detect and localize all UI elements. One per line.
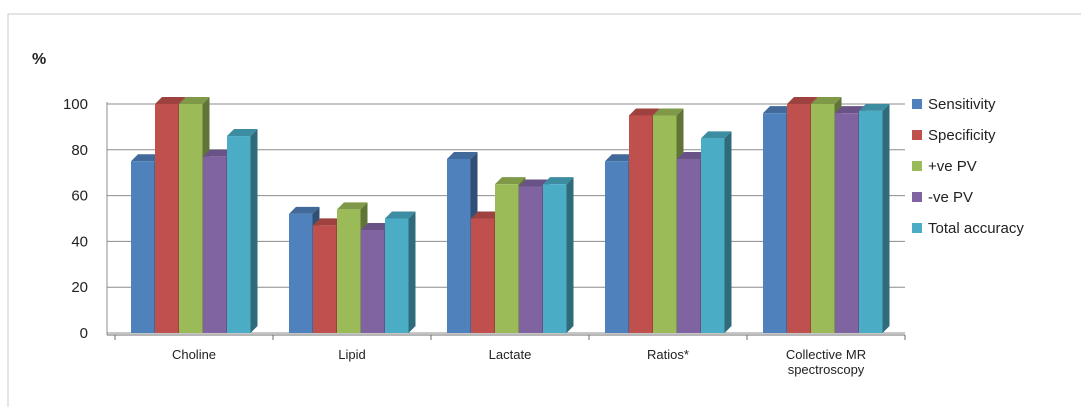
bar-top (447, 151, 478, 159)
y-tick-labels: 0 20 40 60 80 100 (63, 96, 88, 342)
bar-front (471, 218, 495, 333)
bar-front (179, 104, 203, 333)
category-label: spectroscopy (788, 362, 865, 377)
bar-top (629, 108, 660, 116)
category-label: Choline (172, 347, 216, 362)
bar-top (605, 154, 636, 162)
legend-item: -ve PV (912, 189, 973, 206)
bar-front (203, 156, 227, 333)
bar-front (811, 104, 835, 333)
bar-side (882, 103, 890, 334)
legend-swatch (912, 161, 922, 171)
bar-top (203, 149, 234, 157)
bar-front (447, 158, 471, 333)
bar-side (250, 129, 258, 333)
legend-item: +ve PV (912, 158, 977, 175)
bar-top (701, 131, 732, 139)
category-label: Lactate (489, 347, 532, 362)
bar (701, 131, 732, 333)
bar-front (385, 218, 409, 333)
bar-side (724, 131, 732, 333)
category-label: Collective MR (786, 347, 866, 362)
bar-front (337, 209, 361, 333)
bar-front (543, 184, 567, 333)
legend-item: Sensitivity (912, 96, 996, 113)
bar (385, 211, 416, 333)
bar-front (361, 229, 385, 333)
bar-front (131, 161, 155, 333)
bar-front (701, 138, 725, 333)
bar-front (763, 113, 787, 333)
category-label: Ratios* (647, 347, 689, 362)
legend-swatch (912, 99, 922, 109)
bar-side (408, 211, 416, 333)
legend-swatch (912, 130, 922, 140)
bar-top (543, 177, 574, 185)
bar-front (313, 225, 337, 333)
bar-top (763, 106, 794, 114)
bar-front (835, 113, 859, 333)
bar-top (131, 154, 162, 162)
legend-label: +ve PV (928, 158, 977, 175)
bar-front (155, 104, 179, 333)
bar-front (653, 115, 677, 333)
bar-top (155, 97, 186, 104)
bar-top (835, 106, 866, 114)
bar-front (605, 161, 629, 333)
bar-front (227, 136, 251, 333)
bar-top (519, 179, 550, 187)
bar-top (179, 97, 210, 104)
legend-swatch (912, 223, 922, 233)
y-tick-label: 60 (71, 188, 88, 205)
legend-label: Specificity (928, 127, 996, 144)
bar-front (859, 110, 883, 334)
bar-front (495, 184, 519, 333)
legend-item: Total accuracy (912, 220, 1024, 237)
bar-top (787, 97, 818, 104)
bar-top (337, 202, 368, 210)
legend: Sensitivity Specificity +ve PV -ve PV Total … (912, 96, 1024, 237)
bars (131, 97, 890, 334)
y-tick-label: 100 (63, 96, 88, 113)
bar (543, 177, 574, 333)
bar-top (859, 103, 890, 111)
legend-label: Total accuracy (928, 220, 1024, 237)
bar-front (787, 104, 811, 333)
bar-front (289, 213, 313, 333)
bar-top (289, 206, 320, 214)
bar (859, 103, 890, 334)
bar-top (471, 211, 502, 219)
y-tick-label: 0 (80, 325, 88, 342)
bar-top (811, 97, 842, 104)
bar-front (677, 158, 701, 333)
legend-item: Specificity (912, 127, 996, 144)
y-axis-unit-label: % (32, 51, 46, 68)
category-label: Lipid (338, 347, 365, 362)
category-labels: Choline Lipid Lactate Ratios* Collective MRs… (172, 347, 866, 377)
y-tick-label: 40 (71, 233, 88, 250)
y-tick-label: 20 (71, 279, 88, 296)
bar-front (629, 115, 653, 333)
y-tick-label: 80 (71, 142, 88, 159)
bar-top (653, 108, 684, 116)
bar-side (566, 177, 574, 333)
bar-top (385, 211, 416, 219)
bar (227, 129, 258, 333)
legend-label: -ve PV (928, 189, 973, 206)
bar-front (519, 186, 543, 333)
bar-top (361, 222, 392, 230)
bar-top (227, 129, 258, 137)
bar-top (495, 177, 526, 185)
bar-top (313, 218, 344, 226)
bar-top (677, 151, 708, 159)
frame-lines (7, 13, 1081, 407)
legend-label: Sensitivity (928, 96, 996, 113)
legend-swatch (912, 192, 922, 202)
